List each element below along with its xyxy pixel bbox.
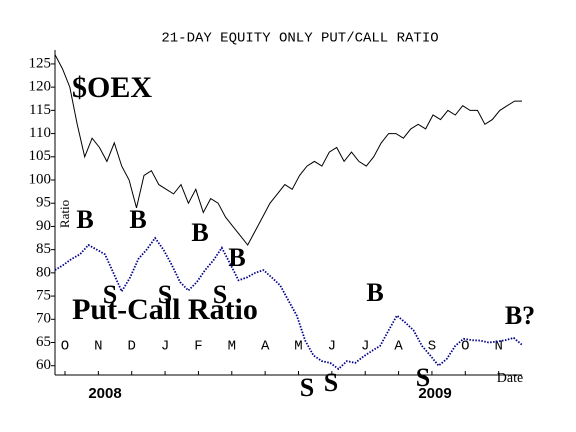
x-tick-label: A xyxy=(261,339,270,355)
annotation: S xyxy=(300,373,314,402)
x-tick-label: D xyxy=(128,339,136,355)
series-line xyxy=(54,236,523,371)
y-tick-label: 75 xyxy=(36,288,51,304)
series-line xyxy=(54,54,522,246)
y-axis-label: Ratio xyxy=(57,200,72,228)
y-tick-label: 125 xyxy=(29,55,52,71)
x-tick-label: N xyxy=(94,339,102,355)
y-tick-label: 110 xyxy=(29,125,51,141)
y-tick-label: 95 xyxy=(36,195,51,211)
y-tick-label: 60 xyxy=(36,357,51,373)
annotation: B xyxy=(228,243,245,272)
y-tick-label: 65 xyxy=(36,334,51,350)
series-label: $OEX xyxy=(72,71,152,104)
annotation: B xyxy=(76,205,93,234)
annotation: S xyxy=(158,280,172,309)
x-tick-label: M xyxy=(294,339,302,355)
x-tick-label: O xyxy=(461,339,469,355)
x-axis-label: Date xyxy=(497,371,523,386)
x-tick-label: M xyxy=(228,339,236,355)
x-tick-label: O xyxy=(61,339,69,355)
annotation: S xyxy=(213,280,227,309)
y-tick-label: 80 xyxy=(36,264,51,280)
y-tick-label: 70 xyxy=(36,311,51,327)
x-tick-label: J xyxy=(161,339,169,355)
y-tick-label: 105 xyxy=(29,148,52,164)
x-tick-label: J xyxy=(328,339,336,355)
y-tick-label: 90 xyxy=(36,218,51,234)
series-label: Put-Call Ratio xyxy=(72,293,258,326)
x-tick-label: S xyxy=(428,339,436,355)
year-label: 2009 xyxy=(418,385,451,402)
annotation: S xyxy=(103,280,117,309)
annotation: B xyxy=(129,205,146,234)
y-tick-label: 85 xyxy=(36,241,51,257)
y-tick-label: 100 xyxy=(29,171,52,187)
x-tick-label: A xyxy=(394,339,403,355)
annotation: B? xyxy=(505,301,535,330)
annotation: B xyxy=(191,218,208,247)
year-label: 2008 xyxy=(88,385,121,402)
y-tick-label: 115 xyxy=(29,102,51,118)
x-tick-label: N xyxy=(494,339,502,355)
annotation: B xyxy=(366,278,383,307)
annotation: S xyxy=(416,363,430,392)
y-tick-label: 120 xyxy=(29,79,52,95)
chart-title: 21-DAY EQUITY ONLY PUT/CALL RATIO xyxy=(161,31,438,47)
x-tick-label: J xyxy=(361,339,369,355)
annotation: S xyxy=(324,368,338,397)
x-tick-label: F xyxy=(194,339,202,355)
